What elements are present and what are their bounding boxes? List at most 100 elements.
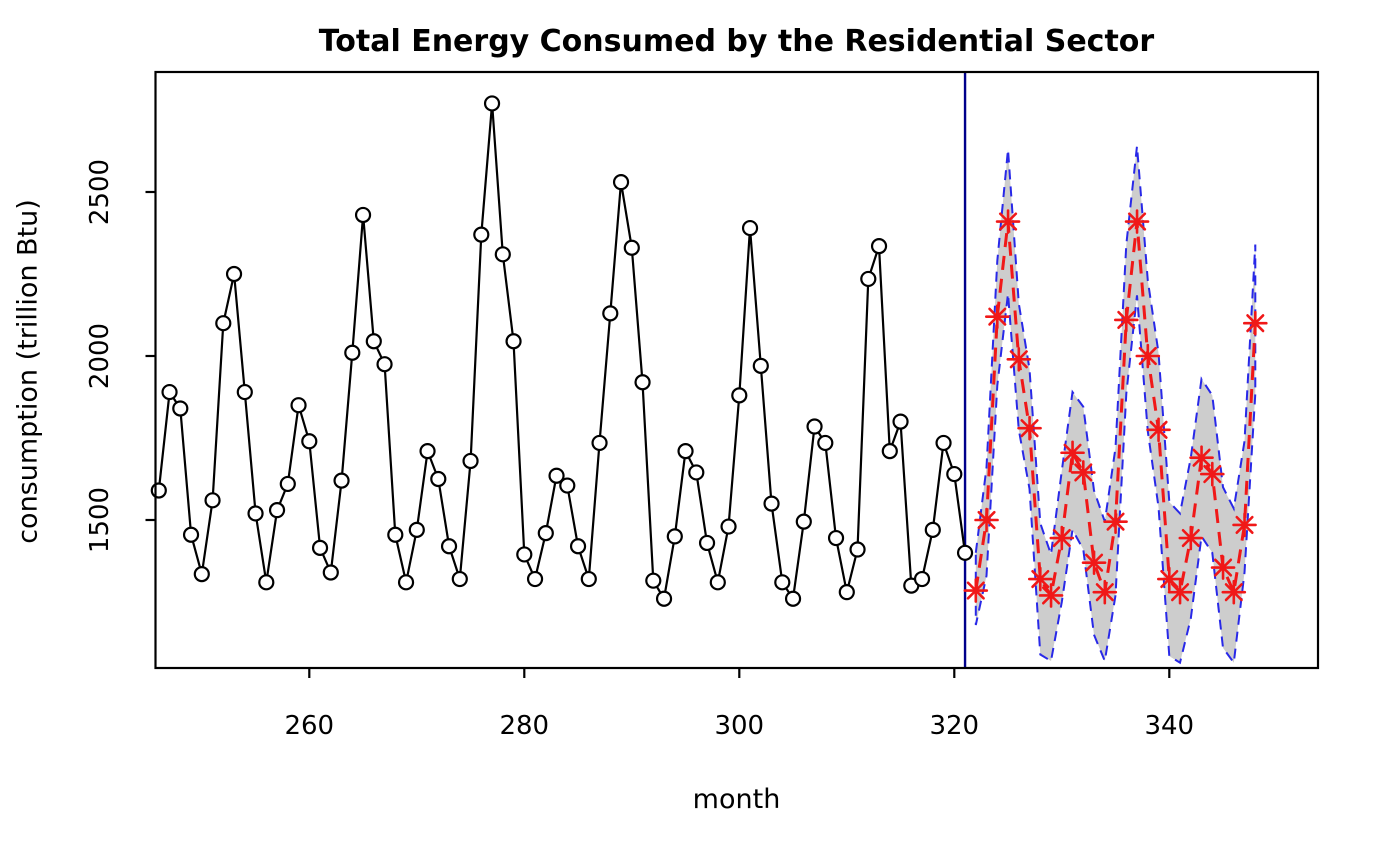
observed-point-marker <box>817 434 834 452</box>
observed-point-marker <box>290 397 307 414</box>
observed-point-marker <box>333 472 350 489</box>
forecast-point-marker <box>1138 346 1157 366</box>
observed-point-marker <box>376 356 393 373</box>
observed-point-marker <box>365 333 382 350</box>
observed-point-marker <box>892 413 909 430</box>
observed-point-marker <box>731 387 748 404</box>
observed-point-marker <box>580 570 597 588</box>
x-axis-tick-label: 280 <box>499 711 549 741</box>
observed-point-marker <box>258 574 275 591</box>
observed-point-marker <box>838 584 855 601</box>
observed-point-marker <box>344 344 361 361</box>
forecast-point-marker <box>1095 583 1114 602</box>
observed-point-marker <box>322 564 339 581</box>
observed-point-marker <box>247 505 264 522</box>
forecast-point-marker <box>1031 569 1050 589</box>
forecast-point-marker <box>1160 569 1179 589</box>
observed-point-marker <box>182 526 200 543</box>
observed-point-marker <box>172 400 189 417</box>
observed-point-marker <box>215 315 232 332</box>
observed-point-marker <box>806 418 823 435</box>
observed-point-marker <box>354 206 372 224</box>
forecast-point-marker <box>1170 583 1190 602</box>
observed-point-marker <box>537 525 554 542</box>
observed-point-marker <box>301 433 318 450</box>
forecast-point-marker <box>1041 586 1061 605</box>
observed-point-marker <box>236 383 253 401</box>
plot-border <box>154 70 1320 670</box>
forecast-point-marker <box>1052 528 1071 548</box>
forecast-point-marker <box>1020 419 1039 438</box>
x-axis-tick-label: 320 <box>929 711 979 741</box>
forecast-point-marker <box>1192 448 1211 467</box>
observed-point-marker <box>763 495 780 512</box>
observed-point-marker <box>387 526 404 543</box>
observed-point-marker <box>161 383 178 401</box>
chart-title: Total Energy Consumed by the Residential… <box>318 24 1155 59</box>
observed-point-marker <box>451 570 468 588</box>
observed-point-marker <box>784 590 802 607</box>
forecast-point-marker <box>966 581 985 600</box>
forecast-point-marker <box>1246 314 1265 333</box>
observed-point-marker <box>430 470 447 488</box>
observed-point-marker <box>666 528 683 545</box>
forecast-point-marker <box>988 307 1007 326</box>
observed-point-marker <box>462 452 479 470</box>
x-axis-tick-label: 340 <box>1144 711 1194 741</box>
x-axis-tick-label: 300 <box>714 711 764 741</box>
observed-point-marker <box>870 238 888 255</box>
observed-point-marker <box>419 443 436 460</box>
y-axis-tick-label: 2000 <box>85 323 115 389</box>
forecast-point-marker <box>1084 553 1104 572</box>
observed-point-marker <box>408 521 425 538</box>
observed-point-marker <box>860 270 877 288</box>
forecast-point-marker <box>1106 512 1125 531</box>
observed-point-marker <box>150 482 167 499</box>
observed-point-marker <box>655 590 673 607</box>
observed-point-marker <box>677 443 694 460</box>
observed-point-marker <box>827 529 845 547</box>
observed-point-marker <box>623 239 640 256</box>
y-axis-tick-label: 1500 <box>85 487 115 553</box>
observed-point-marker <box>516 546 533 563</box>
observed-point-marker <box>956 544 974 561</box>
observed-point-marker <box>645 572 662 589</box>
observed-point-marker <box>946 465 963 483</box>
x-axis-title: month <box>692 784 781 815</box>
observed-point-marker <box>709 574 726 591</box>
observed-point-marker <box>881 443 898 460</box>
forecast-point-marker <box>1074 463 1093 482</box>
forecast-point-marker <box>977 510 996 530</box>
forecast-point-marker <box>1224 583 1243 602</box>
forecast-point-marker <box>998 212 1018 231</box>
observed-line <box>157 103 967 602</box>
observed-point-marker <box>795 513 812 530</box>
y-axis-tick-label: 2500 <box>85 159 115 225</box>
observed-point-marker <box>279 475 296 493</box>
forecast-point-marker <box>1063 443 1082 462</box>
observed-point-marker <box>612 174 630 191</box>
observed-point-marker <box>849 541 866 558</box>
observed-point-marker <box>526 570 544 588</box>
confidence-band-border <box>974 145 1257 666</box>
observed-point-marker <box>440 538 458 555</box>
observed-point-marker <box>225 265 243 283</box>
forecast-point-marker <box>1149 420 1168 439</box>
observed-point-marker <box>569 538 587 555</box>
observed-point-marker <box>688 464 705 481</box>
forecast-point-marker <box>1127 212 1147 231</box>
observed-point-marker <box>924 521 941 538</box>
observed-point-marker <box>913 570 931 588</box>
observed-point-marker <box>494 246 511 263</box>
observed-point-marker <box>268 502 286 519</box>
observed-point-marker <box>741 219 759 237</box>
observed-point-marker <box>559 477 576 494</box>
forecast-point-marker <box>1235 515 1254 534</box>
forecast-point-marker <box>1117 310 1136 329</box>
observed-point-marker <box>548 467 565 484</box>
forecast-point-marker <box>1181 528 1200 548</box>
observed-point-marker <box>591 434 608 452</box>
forecast-point-marker <box>1213 558 1233 577</box>
